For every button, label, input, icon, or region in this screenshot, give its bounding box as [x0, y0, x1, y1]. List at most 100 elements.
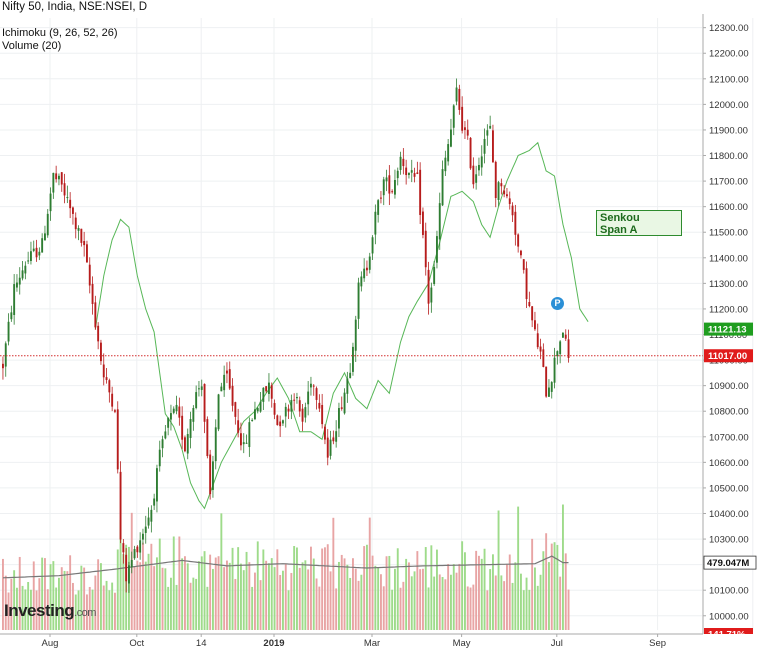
volume-bar	[346, 564, 349, 630]
volume-bar	[55, 587, 58, 630]
x-tick-label: Sep	[649, 638, 666, 649]
volume-bar	[66, 571, 69, 630]
y-tick-label: 10300.00	[709, 535, 749, 546]
volume-bar	[122, 554, 125, 630]
volume-bar	[318, 586, 321, 630]
y-tick-label: 12100.00	[709, 74, 749, 85]
candle-up	[153, 498, 156, 506]
volume-bar	[438, 574, 441, 630]
candle-up	[433, 266, 436, 284]
volume-bar	[489, 569, 492, 630]
volume-bar	[542, 551, 545, 630]
y-tick-label: 10100.00	[709, 586, 749, 597]
volume-bar	[30, 589, 32, 630]
volume-bar	[172, 536, 175, 630]
volume-bar	[72, 582, 74, 630]
candle-up	[150, 509, 153, 522]
volume-bar	[60, 567, 63, 630]
x-tick-label: Mar	[364, 638, 380, 649]
volume-bar	[139, 562, 142, 630]
volume-bar	[332, 517, 335, 630]
candle-down	[312, 385, 315, 387]
candle-up	[32, 248, 35, 251]
event-badge[interactable]: P	[551, 297, 564, 310]
volume-bar	[231, 547, 234, 630]
candle-down	[102, 364, 105, 378]
volume-bar	[228, 562, 231, 630]
volume-bar	[464, 552, 466, 630]
candle-down	[114, 410, 116, 412]
volume-bar	[262, 549, 265, 630]
volume-bar	[469, 587, 472, 630]
candle-up	[13, 284, 16, 315]
candle-down	[91, 283, 94, 305]
candle-up	[256, 408, 259, 412]
candle-down	[380, 197, 382, 199]
volume-bar	[10, 578, 13, 630]
candle-up	[24, 265, 27, 274]
volume-bar	[377, 567, 380, 630]
candle-up	[139, 540, 142, 553]
candle-down	[2, 363, 4, 369]
volume-legend[interactable]: Volume (20)	[2, 40, 62, 52]
last-close-tag-bg	[704, 322, 753, 336]
candle-down	[35, 247, 38, 258]
volume-bar	[21, 585, 24, 630]
volume-bar	[430, 545, 433, 630]
candle-up	[410, 170, 413, 173]
candle-up	[198, 388, 200, 390]
candle-up	[284, 406, 287, 417]
candle-down	[500, 183, 503, 187]
candle-down	[324, 426, 326, 440]
candle-down	[545, 366, 548, 397]
ichimoku-legend[interactable]: Ichimoku (9, 26, 52, 26)	[2, 27, 118, 39]
candle-up	[550, 382, 553, 392]
candle-up	[248, 422, 251, 448]
candle-down	[298, 400, 301, 412]
last-volume-tag-text: 479.047M	[707, 558, 749, 569]
candle-up	[377, 200, 380, 215]
candle-down	[184, 437, 186, 452]
volume-bar	[326, 544, 329, 630]
volume-bar	[539, 574, 542, 630]
volume-bar	[374, 565, 377, 630]
volume-bar	[290, 572, 293, 630]
candle-down	[234, 402, 237, 417]
volume-bar	[167, 586, 170, 630]
candle-down	[528, 302, 531, 307]
volume-bar	[517, 506, 520, 630]
volume-bar	[94, 575, 97, 630]
volume-bar	[380, 574, 382, 630]
volume-bar	[522, 590, 525, 630]
last-close-tag: 11121.13	[704, 322, 753, 336]
candle-down	[413, 173, 416, 177]
candle-down	[270, 385, 273, 399]
volume-layer	[2, 504, 570, 630]
candle-up	[352, 346, 354, 372]
volume-bar	[203, 551, 206, 630]
candle-up	[44, 233, 46, 241]
candle-up	[480, 156, 483, 168]
candle-up	[343, 392, 346, 414]
candle-down	[321, 404, 324, 425]
candle-down	[136, 546, 139, 553]
candle-up	[49, 193, 52, 212]
volume-bar	[209, 554, 212, 630]
x-tick-label: Jul	[551, 638, 563, 649]
volume-bar	[4, 575, 7, 630]
volume-bar	[312, 558, 315, 630]
volume-bar	[184, 556, 186, 630]
candle-down	[86, 244, 88, 263]
volume-bar	[234, 578, 237, 630]
y-tick-label: 10800.00	[709, 407, 749, 418]
volume-bar	[388, 555, 391, 630]
volume-bar	[497, 510, 500, 630]
volume-bar	[472, 584, 475, 630]
volume-bar	[536, 585, 539, 630]
candle-down	[514, 211, 517, 235]
volume-bar	[455, 572, 458, 630]
volume-ma-line	[2, 555, 569, 579]
y-tick-label: 12200.00	[709, 49, 749, 60]
candle-up	[130, 559, 133, 568]
